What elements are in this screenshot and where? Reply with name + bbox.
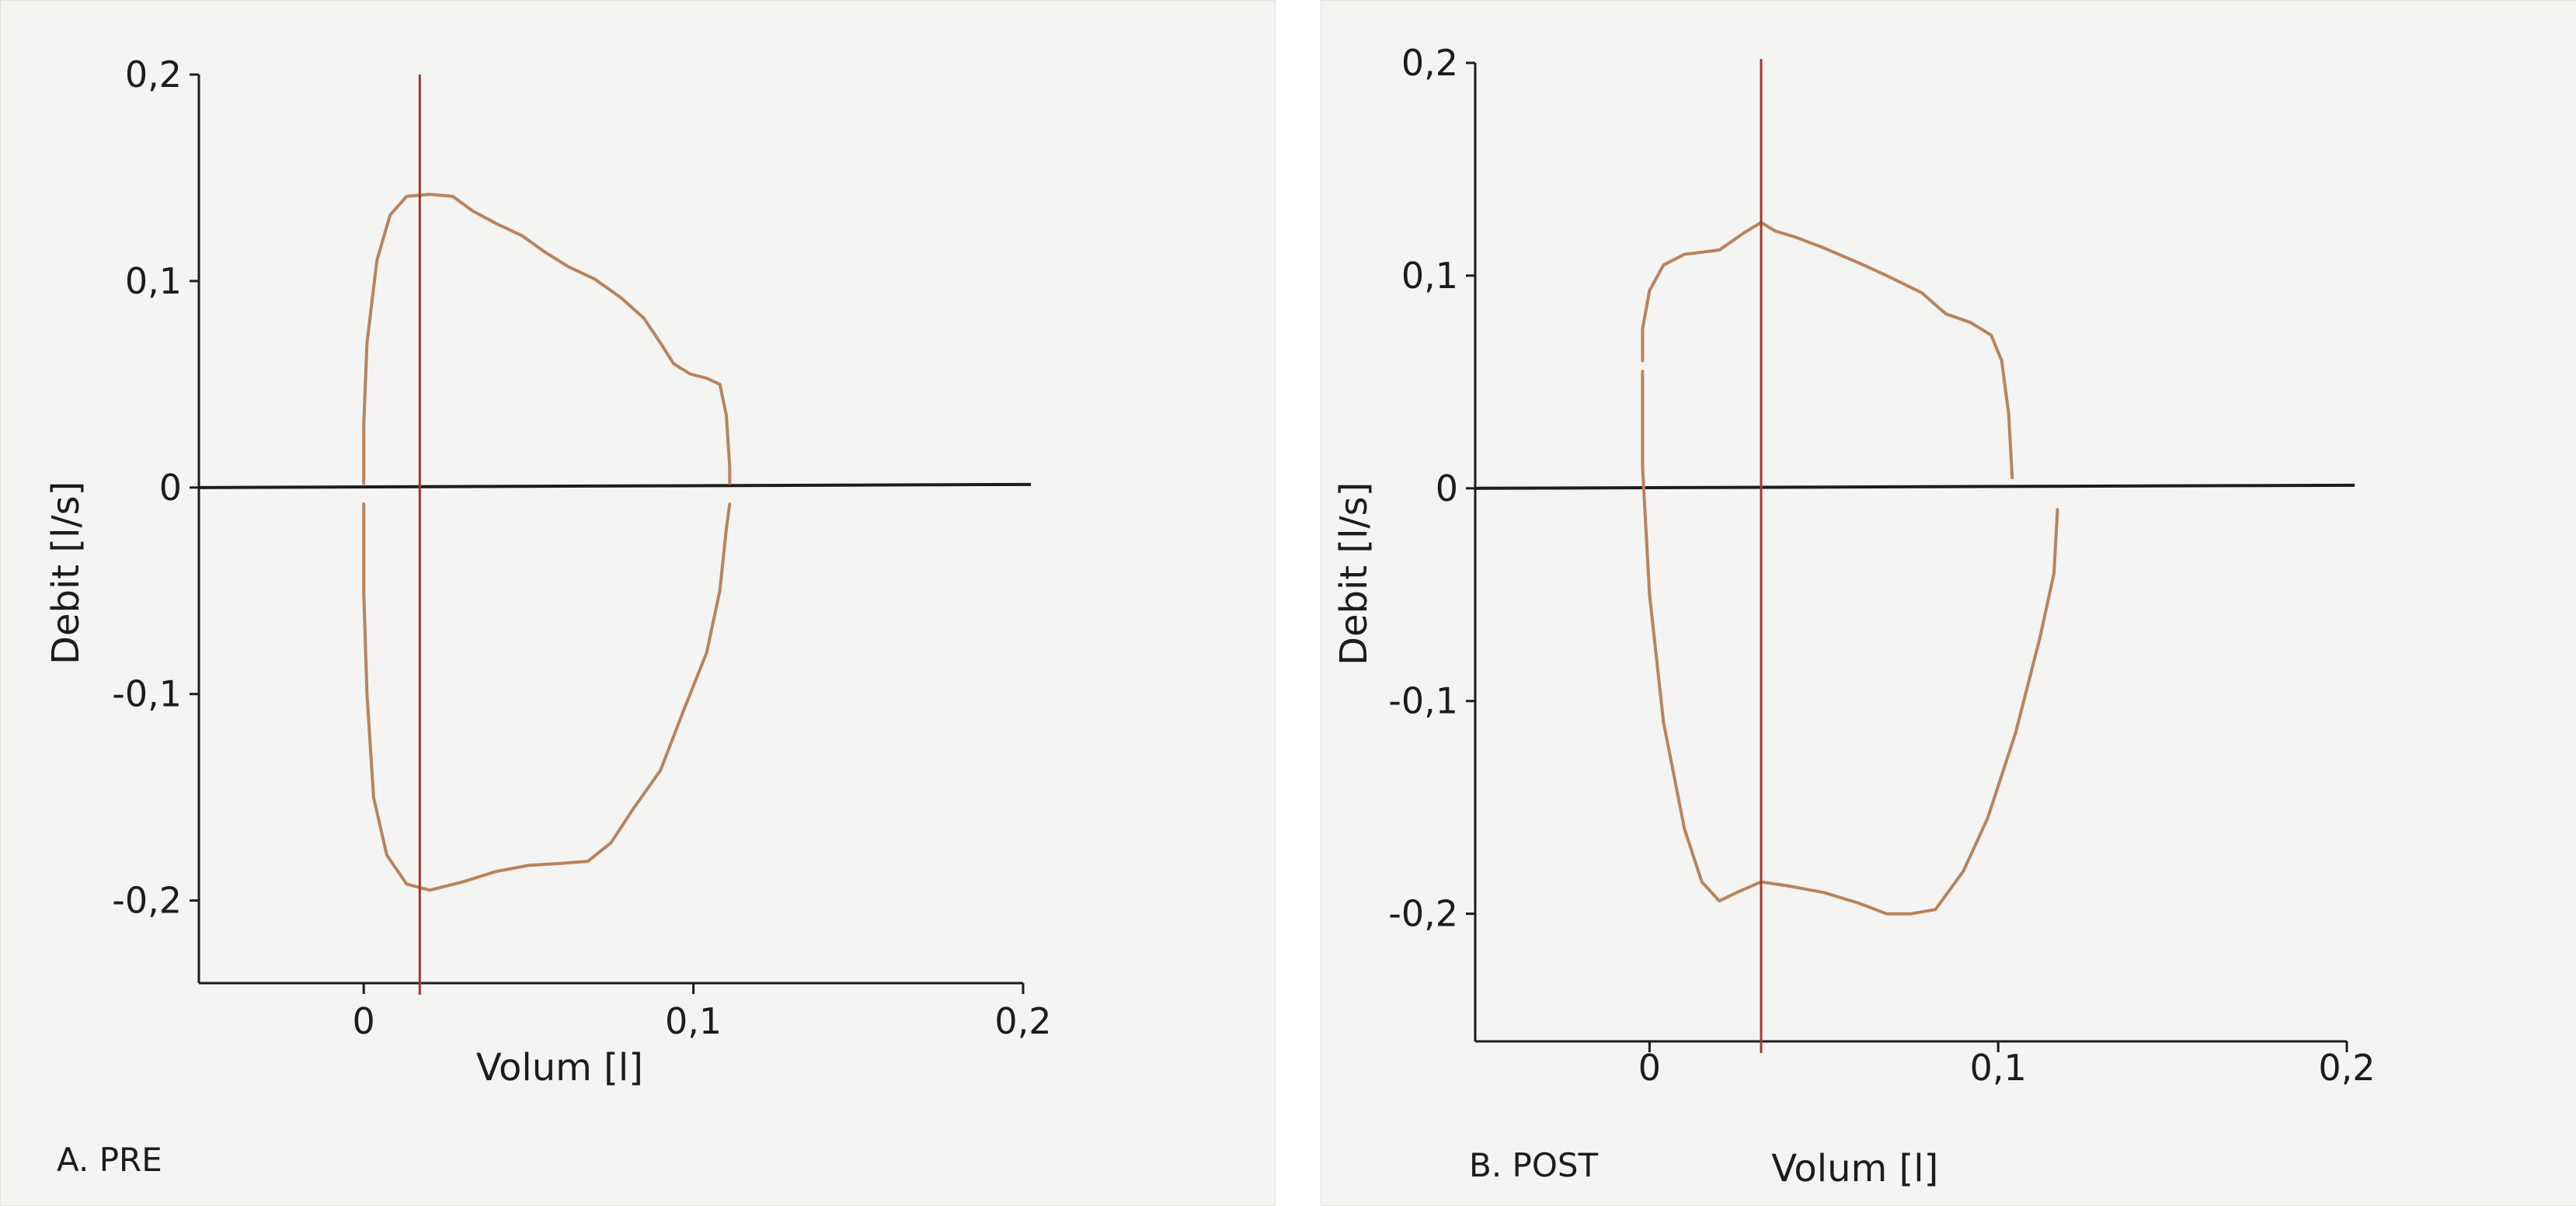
x-axis-label: Volum [l]	[1771, 1147, 1938, 1190]
panel-label-pre: A. PRE	[57, 1141, 162, 1179]
y-axis-label: Debit [l/s]	[44, 481, 88, 665]
chart-pre: -0,2 -0,1 0 0,1 0,2 0 0,1 0,2 Volum [l] Debit [l/…	[44, 54, 1052, 1090]
expiratory-curve	[1641, 221, 2014, 480]
inspiratory-curve	[362, 502, 732, 892]
x-tick-label: 0,2	[994, 1000, 1051, 1042]
y-tick-label: -0,2	[1388, 893, 1458, 935]
chart-post: -0,2 -0,1 0 0,1 0,2 0 0,1 0,2 Volum [l] Debit [l/…	[1332, 42, 2376, 1190]
x-axis-label: Volum [l]	[476, 1046, 643, 1090]
x-tick-label: 0,2	[2318, 1047, 2375, 1089]
zero-baseline	[198, 482, 1032, 489]
y-tick-label: 0,2	[1401, 42, 1458, 84]
chart-panel-post: -0,2 -0,1 0 0,1 0,2 0 0,1 0,2 Volum [l] Debit [l/…	[1321, 0, 2576, 1206]
x-tick-label: 0,1	[665, 1000, 722, 1042]
x-tick-label: 0	[1638, 1047, 1661, 1089]
y-tick-label: 0,1	[125, 260, 182, 302]
panel-label-post: B. POST	[1469, 1146, 1599, 1184]
expiratory-curve	[362, 193, 732, 485]
y-tick-label: -0,1	[112, 673, 182, 715]
y-tick-label: -0,1	[1388, 680, 1458, 722]
inspiratory-curve	[1641, 370, 2059, 916]
y-tick-label: 0,1	[1401, 255, 1458, 297]
x-tick-label: 0	[353, 1000, 375, 1042]
y-axis-label: Debit [l/s]	[1332, 482, 1376, 666]
chart-panel-pre: -0,2 -0,1 0 0,1 0,2 0 0,1 0,2 Volum [l] Debit [l/…	[0, 0, 1276, 1206]
y-tick-label: -0,2	[112, 880, 182, 922]
y-tick-label: 0	[159, 467, 182, 509]
zero-baseline	[1474, 483, 2355, 490]
y-tick-label: 0	[1436, 467, 1458, 509]
x-tick-label: 0,1	[1970, 1047, 2027, 1089]
y-tick-label: 0,2	[125, 54, 182, 96]
